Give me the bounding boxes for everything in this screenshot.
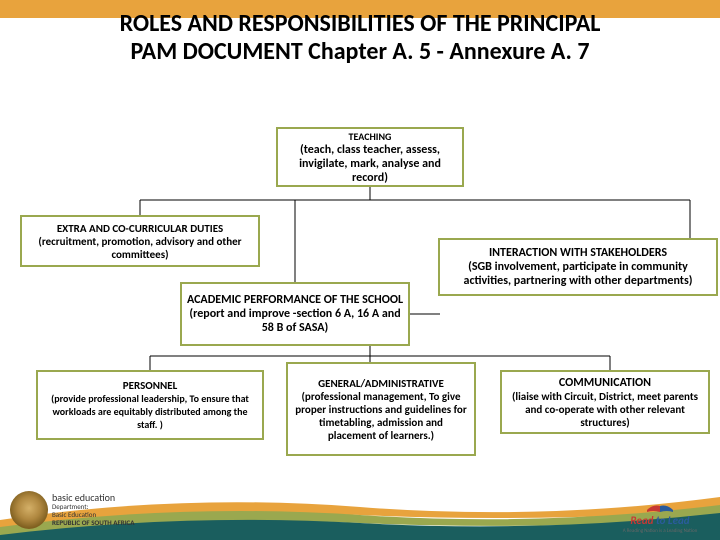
rtl-tagline: A Reading Nation is a Leading Nation	[615, 528, 705, 534]
box-academic: ACADEMIC PERFORMANCE OF THE SCHOOL(repor…	[180, 282, 410, 346]
title-line2: PAM DOCUMENT Chapter A. 5 - Annexure A. …	[131, 37, 590, 66]
box-extra: EXTRA AND CO-CURRICULAR DUTIES(recruitme…	[20, 215, 260, 267]
rtl-lead: to Lead	[656, 514, 690, 527]
book-icon	[645, 496, 675, 514]
title-line1: ROLES AND RESPONSIBILITIES OF THE PRINCI…	[120, 9, 601, 38]
box-teaching-detail: (teach, class teacher, assess, invigilat…	[282, 143, 458, 185]
box-general-heading: GENERAL/ADMINISTRATIVE	[292, 377, 470, 390]
gov-logo: basic education Department: Basic Educat…	[10, 487, 160, 532]
box-personnel-heading: PERSONNEL	[42, 379, 258, 392]
coat-of-arms-icon	[10, 491, 48, 529]
box-stakeholders-heading: INTERACTION WITH STAKEHOLDERS	[444, 246, 712, 260]
box-extra-heading: EXTRA AND CO-CURRICULAR DUTIES	[26, 222, 254, 235]
rtl-read: Read	[630, 514, 653, 527]
read-to-lead-logo: Read to Lead A Reading Nation is a Leadi…	[615, 496, 705, 534]
box-stakeholders: INTERACTION WITH STAKEHOLDERS(SGB involv…	[438, 238, 718, 296]
box-communication-detail: (liaise with Circuit, District, meet par…	[506, 390, 704, 429]
box-general-detail2: placement of learners.)	[292, 429, 470, 442]
box-stakeholders-detail: (SGB involvement, participate in communi…	[444, 260, 712, 288]
box-general: GENERAL/ADMINISTRATIVE(professional mana…	[286, 362, 476, 456]
gov-logo-text: basic education Department: Basic Educat…	[52, 492, 135, 526]
slide-title: ROLES AND RESPONSIBILITIES OF THE PRINCI…	[30, 10, 690, 65]
box-general-detail: (professional management, To give proper…	[292, 390, 470, 429]
box-communication-heading: COMMUNICATION	[506, 376, 704, 390]
box-academic-heading: ACADEMIC PERFORMANCE OF THE SCHOOL	[186, 293, 404, 307]
box-communication: COMMUNICATION(liaise with Circuit, Distr…	[500, 370, 710, 434]
box-teaching-heading: TEACHING	[282, 130, 458, 143]
box-teaching: TEACHING(teach, class teacher, assess, i…	[276, 127, 464, 187]
box-academic-detail: (report and improve -section 6 A, 16 A a…	[186, 307, 404, 335]
box-personnel: PERSONNEL(provide professional leadershi…	[36, 370, 264, 440]
box-extra-detail: (recruitment, promotion, advisory and ot…	[26, 235, 254, 261]
box-personnel-detail: (provide professional leadership, To ens…	[42, 392, 258, 431]
country-label: REPUBLIC OF SOUTH AFRICA	[52, 519, 135, 527]
